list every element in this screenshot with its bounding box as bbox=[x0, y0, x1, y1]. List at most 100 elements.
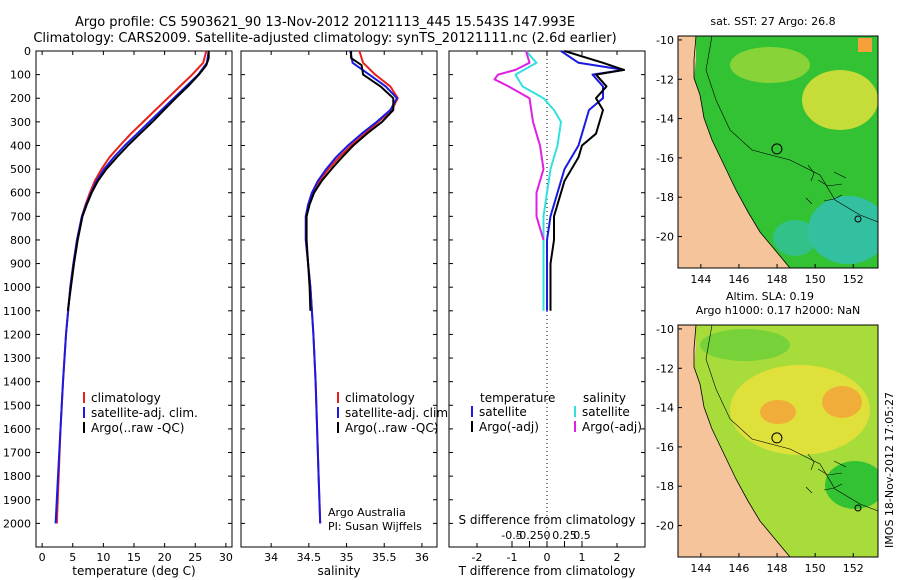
salinity-legend: climatology satellite-adj. clim. Argo(..… bbox=[337, 391, 452, 435]
x-tick-label: 0 bbox=[39, 551, 46, 564]
sla-map-isobath bbox=[705, 325, 878, 512]
sst-map-cool-patch-west bbox=[773, 220, 817, 256]
sla-map-frame bbox=[677, 324, 879, 558]
salinity-plot-frame bbox=[240, 50, 438, 548]
series-line-t-argo bbox=[549, 50, 625, 311]
sst-map-reef bbox=[805, 164, 847, 205]
map-x-tick-label: 150 bbox=[805, 273, 826, 286]
depth-tick-label: 1500 bbox=[3, 399, 31, 412]
sst-map-warm-patch-north bbox=[730, 47, 810, 83]
sla-map-reef bbox=[805, 453, 847, 494]
map-x-tick-label: 146 bbox=[728, 273, 749, 286]
depth-tick-label: 1200 bbox=[3, 328, 31, 341]
x-tick-label: 25 bbox=[188, 551, 202, 564]
sst-map-x-ticks: 144 146 148 150 152 bbox=[690, 264, 864, 286]
depth-tick-label: 500 bbox=[10, 163, 31, 176]
map-x-tick-label: 144 bbox=[690, 562, 711, 575]
sst-map-field bbox=[678, 36, 878, 268]
x2-tick-label: -0.5 bbox=[501, 529, 522, 542]
map-x-tick-label: 148 bbox=[767, 273, 788, 286]
difference-depth-ticks bbox=[449, 50, 645, 524]
map-x-tick-label: 152 bbox=[843, 273, 864, 286]
x-tick-label: 34.5 bbox=[297, 551, 322, 564]
sst-map-coastline bbox=[693, 36, 791, 268]
temperature-series bbox=[54, 50, 210, 524]
depth-tick-label: 600 bbox=[10, 187, 31, 200]
sla-map-coastline bbox=[693, 325, 791, 557]
x-tick-label: 1 bbox=[579, 551, 586, 564]
map-y-tick-label: -10 bbox=[656, 34, 674, 47]
temperature-legend-satellite: satellite-adj. clim. bbox=[91, 406, 198, 420]
x-tick-label: 5 bbox=[69, 551, 76, 564]
temperature-legend: climatology satellite-adj. clim. Argo(..… bbox=[83, 391, 198, 435]
map-x-tick-label: 150 bbox=[805, 562, 826, 575]
salinity-x-ticks: 34 34.5 35 35.5 36 bbox=[264, 51, 429, 564]
sst-map-y-ticks: -10 -12 -14 -16 -18 -20 bbox=[656, 34, 682, 244]
sla-map-x-ticks: 144 146 148 150 152 bbox=[690, 553, 864, 575]
salinity-annotation-project: Argo Australia bbox=[328, 506, 406, 519]
temperature-x-label: temperature (deg C) bbox=[72, 564, 195, 578]
depth-tick-label: 200 bbox=[10, 92, 31, 105]
temperature-depth-ticks: 0 100 200 300 400 500 600 700 800 900 1000 1100 1200… bbox=[3, 45, 232, 530]
temperature-plot-frame bbox=[35, 50, 233, 548]
depth-tick-label: 0 bbox=[24, 45, 31, 58]
sst-map-cool-patch bbox=[808, 196, 878, 264]
map-y-tick-label: -12 bbox=[656, 73, 674, 86]
x-tick-label: 30 bbox=[219, 551, 233, 564]
sla-map-high-east bbox=[822, 386, 862, 418]
depth-tick-label: 1600 bbox=[3, 423, 31, 436]
x2-tick-label: 0.5 bbox=[573, 529, 591, 542]
sst-map-frame bbox=[677, 35, 879, 269]
depth-tick-label: 2000 bbox=[3, 517, 31, 530]
series-line-s-argo bbox=[493, 50, 545, 241]
difference-panel: -2 -1 0 1 2 -0.5-0.25 0 0.250.5 T difference f… bbox=[448, 50, 646, 578]
temperature-x-ticks: 0 5 10 15 20 25 30 bbox=[39, 51, 233, 564]
temperature-panel: 0100200300400500600700800900100011001200… bbox=[3, 45, 233, 578]
depth-tick-label: 100 bbox=[10, 69, 31, 82]
sla-map-y-ticks: -10 -12 -14 -16 -18 -20 bbox=[656, 323, 682, 533]
difference-legend-s-argo: Argo(-adj) bbox=[582, 420, 642, 434]
salinity-series bbox=[304, 50, 399, 524]
map-y-tick-label: -14 bbox=[656, 402, 674, 415]
x-tick-label: -2 bbox=[472, 551, 483, 564]
series-line-s-satellite bbox=[514, 50, 562, 311]
depth-tick-label: 400 bbox=[10, 139, 31, 152]
sla-map-panel: Altim. SLA: 0.19 Argo h1000: 0.17 h2000:… bbox=[656, 290, 879, 575]
figure-title-line2: Climatology: CARS2009. Satellite-adjuste… bbox=[33, 31, 616, 46]
map-y-tick-label: -20 bbox=[656, 520, 674, 533]
map-x-tick-label: 148 bbox=[767, 562, 788, 575]
depth-tick-label: 900 bbox=[10, 258, 31, 271]
x-tick-label: 2 bbox=[614, 551, 621, 564]
salinity-legend-climatology: climatology bbox=[345, 391, 415, 405]
figure-title-line1: Argo profile: CS 5903621_90 13-Nov-2012 … bbox=[75, 15, 575, 30]
sla-map-field bbox=[678, 325, 878, 557]
difference-x2-ticks: -0.5-0.25 0 0.250.5 bbox=[501, 529, 591, 547]
x-tick-label: -1 bbox=[507, 551, 518, 564]
difference-legend-t-argo: Argo(-adj) bbox=[479, 420, 539, 434]
sla-map-title-line2: Argo h1000: 0.17 h2000: NaN bbox=[696, 304, 861, 317]
depth-tick-label: 800 bbox=[10, 234, 31, 247]
map-y-tick-label: -20 bbox=[656, 231, 674, 244]
x2-tick-label: 0 bbox=[544, 529, 551, 542]
sst-map-argo-marker bbox=[771, 143, 783, 155]
x2-tick-label: 0.25 bbox=[552, 529, 577, 542]
sla-map-high-west bbox=[760, 400, 796, 424]
depth-tick-label: 300 bbox=[10, 116, 31, 129]
map-y-tick-label: -12 bbox=[656, 362, 674, 375]
difference-x-label-temperature: T difference from climatology bbox=[458, 564, 636, 578]
depth-tick-label: 1400 bbox=[3, 376, 31, 389]
x2-tick-label: -0.25 bbox=[515, 529, 543, 542]
difference-x-label-salinity: S difference from climatology bbox=[459, 513, 636, 527]
salinity-legend-argo: Argo(..raw -QC) bbox=[345, 421, 438, 435]
depth-tick-label: 1800 bbox=[3, 470, 31, 483]
x-tick-label: 35.5 bbox=[372, 551, 397, 564]
temperature-legend-argo: Argo(..raw -QC) bbox=[91, 421, 184, 435]
imos-timestamp: IMOS 18-Nov-2012 17:05:27 bbox=[883, 392, 896, 548]
sst-map-hot-cell bbox=[858, 38, 872, 52]
sst-map-warm-patch bbox=[802, 70, 878, 130]
difference-legend-t-satellite: satellite bbox=[479, 405, 527, 419]
difference-legend-salinity-title: salinity bbox=[583, 391, 626, 405]
salinity-annotation-pi: PI: Susan Wijffels bbox=[328, 520, 422, 533]
map-x-tick-label: 146 bbox=[728, 562, 749, 575]
salinity-x-label: salinity bbox=[317, 564, 360, 578]
